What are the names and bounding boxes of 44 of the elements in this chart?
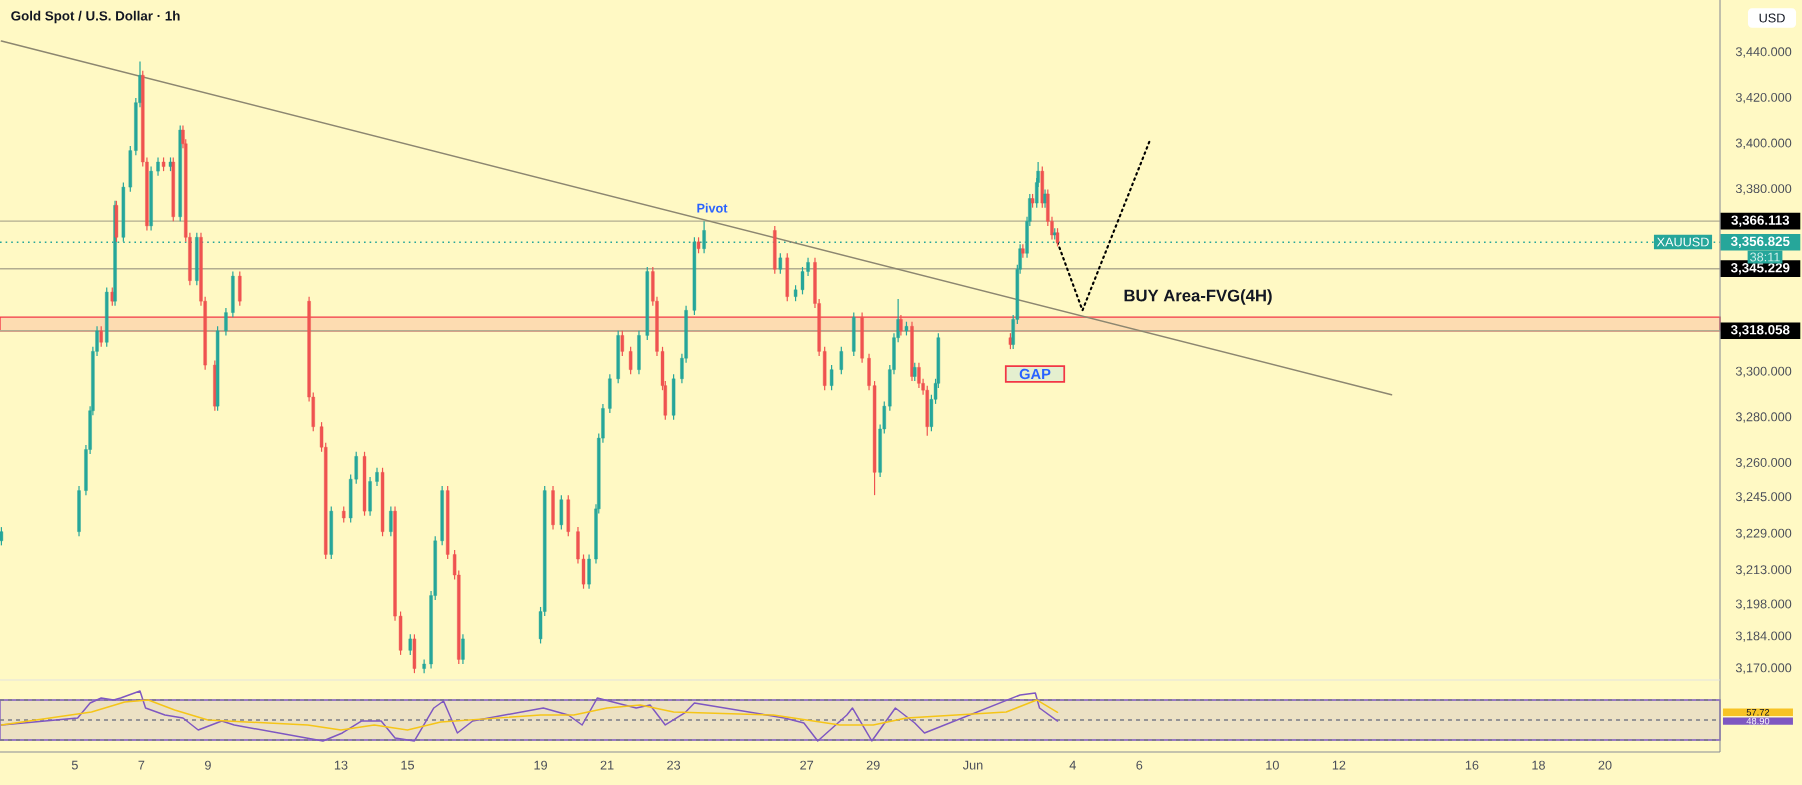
x-tick-label: 18 [1532,760,1545,770]
y-tick-label: 3,260.000 [1735,457,1792,469]
y-tick-label: 3,170.000 [1735,663,1792,674]
x-tick-label: 13 [334,760,348,770]
y-tick-label: 3,184.000 [1735,631,1792,642]
y-tick-label: 3,213.000 [1735,565,1792,576]
text: 38:11 [1750,252,1780,262]
y-tick-label: 3,380.000 [1735,184,1792,195]
ref-line-label: 3,356.825 [1730,236,1790,248]
text: USD [1759,13,1785,23]
y-tick-label: 3,245.000 [1735,492,1792,503]
y-tick-label: 3,229.000 [1735,528,1792,540]
x-tick-label: 9 [204,760,211,770]
x-tick-label: 27 [800,760,814,770]
y-tick-label: 3,440.000 [1735,47,1792,58]
x-tick-label: 20 [1598,760,1612,770]
y-tick-label: 3,420.000 [1735,92,1792,104]
annotation: XAUUSD [1656,237,1709,247]
y-tick-label: 3,300.000 [1735,366,1792,378]
y-tick-label: 3,400.000 [1735,138,1792,149]
x-tick-label: 21 [600,760,614,770]
ref-line-label: 3,318.058 [1730,325,1790,337]
annotation: BUY Area-FVG(4H) [1124,289,1272,305]
x-tick-label: 10 [1266,760,1279,770]
text: Gold Spot / U.S. Dollar · 1h [11,10,180,24]
ref-line-label: 3,366.113 [1731,215,1790,227]
y-tick-label: 3,280.000 [1735,412,1792,423]
x-tick-label: 16 [1465,760,1479,770]
x-tick-label: 7 [138,760,145,770]
x-tick-label: 5 [71,760,78,770]
x-tick-label: 19 [534,760,547,770]
x-tick-label: 29 [866,760,880,770]
annotation: Pivot [697,203,728,213]
y-tick-label: 48.90 [1746,717,1770,725]
x-tick-label: 4 [1069,760,1076,770]
y-tick-label: 3,198.000 [1735,599,1792,610]
annotation: GAP [1019,368,1051,380]
y-tick-label: 57.72 [1746,708,1770,716]
x-tick-label: 23 [667,760,681,770]
x-tick-label: 6 [1136,760,1143,770]
x-tick-label: 15 [401,760,415,770]
x-tick-label: Jun [962,760,983,770]
x-tick-label: 12 [1332,760,1346,770]
ref-line-label: 3,345.229 [1730,263,1790,275]
